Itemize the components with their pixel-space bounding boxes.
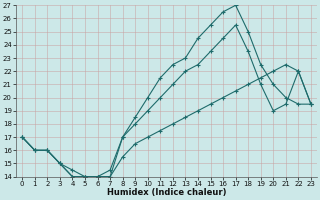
X-axis label: Humidex (Indice chaleur): Humidex (Indice chaleur) [107, 188, 226, 197]
